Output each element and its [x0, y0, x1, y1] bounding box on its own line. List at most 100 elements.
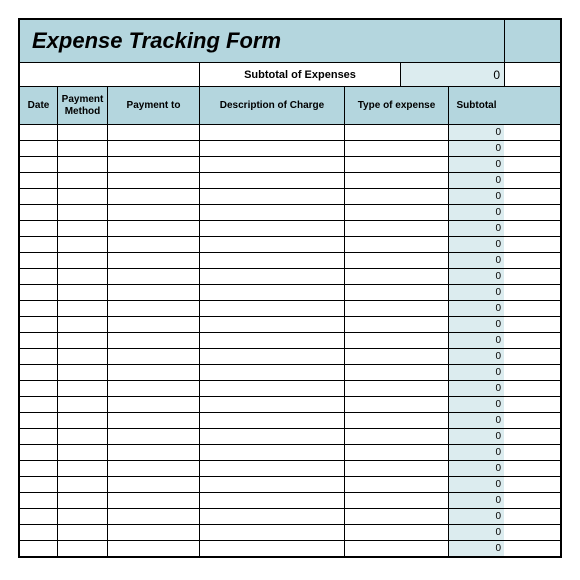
table-row[interactable]: 0 — [20, 396, 560, 412]
cell-desc[interactable] — [200, 317, 345, 332]
cell-desc[interactable] — [200, 461, 345, 476]
cell-type[interactable] — [345, 493, 449, 508]
cell-payto[interactable] — [108, 221, 200, 236]
cell-date[interactable] — [20, 269, 58, 284]
cell-type[interactable] — [345, 317, 449, 332]
cell-type[interactable] — [345, 477, 449, 492]
cell-desc[interactable] — [200, 253, 345, 268]
cell-date[interactable] — [20, 125, 58, 140]
cell-method[interactable] — [58, 509, 108, 524]
cell-method[interactable] — [58, 461, 108, 476]
cell-desc[interactable] — [200, 269, 345, 284]
cell-payto[interactable] — [108, 429, 200, 444]
cell-payto[interactable] — [108, 317, 200, 332]
cell-method[interactable] — [58, 477, 108, 492]
cell-desc[interactable] — [200, 141, 345, 156]
table-row[interactable]: 0 — [20, 172, 560, 188]
cell-method[interactable] — [58, 429, 108, 444]
cell-method[interactable] — [58, 189, 108, 204]
cell-payto[interactable] — [108, 205, 200, 220]
cell-date[interactable] — [20, 205, 58, 220]
cell-payto[interactable] — [108, 493, 200, 508]
cell-subtotal[interactable]: 0 — [449, 237, 504, 252]
table-row[interactable]: 0 — [20, 236, 560, 252]
cell-date[interactable] — [20, 477, 58, 492]
table-row[interactable]: 0 — [20, 204, 560, 220]
table-row[interactable]: 0 — [20, 220, 560, 236]
cell-desc[interactable] — [200, 205, 345, 220]
cell-subtotal[interactable]: 0 — [449, 493, 504, 508]
cell-type[interactable] — [345, 461, 449, 476]
cell-date[interactable] — [20, 365, 58, 380]
cell-subtotal[interactable]: 0 — [449, 301, 504, 316]
cell-subtotal[interactable]: 0 — [449, 317, 504, 332]
cell-subtotal[interactable]: 0 — [449, 221, 504, 236]
cell-type[interactable] — [345, 429, 449, 444]
cell-payto[interactable] — [108, 541, 200, 556]
table-row[interactable]: 0 — [20, 300, 560, 316]
cell-subtotal[interactable]: 0 — [449, 541, 504, 556]
table-row[interactable]: 0 — [20, 188, 560, 204]
cell-subtotal[interactable]: 0 — [449, 189, 504, 204]
table-row[interactable]: 0 — [20, 348, 560, 364]
cell-date[interactable] — [20, 221, 58, 236]
cell-payto[interactable] — [108, 397, 200, 412]
cell-date[interactable] — [20, 285, 58, 300]
cell-payto[interactable] — [108, 173, 200, 188]
cell-subtotal[interactable]: 0 — [449, 365, 504, 380]
table-row[interactable]: 0 — [20, 540, 560, 556]
cell-type[interactable] — [345, 413, 449, 428]
cell-method[interactable] — [58, 173, 108, 188]
cell-desc[interactable] — [200, 541, 345, 556]
cell-date[interactable] — [20, 173, 58, 188]
cell-method[interactable] — [58, 397, 108, 412]
cell-method[interactable] — [58, 157, 108, 172]
cell-date[interactable] — [20, 333, 58, 348]
cell-payto[interactable] — [108, 253, 200, 268]
cell-payto[interactable] — [108, 461, 200, 476]
cell-method[interactable] — [58, 205, 108, 220]
cell-payto[interactable] — [108, 477, 200, 492]
table-row[interactable]: 0 — [20, 508, 560, 524]
cell-type[interactable] — [345, 525, 449, 540]
cell-subtotal[interactable]: 0 — [449, 173, 504, 188]
cell-subtotal[interactable]: 0 — [449, 269, 504, 284]
cell-desc[interactable] — [200, 173, 345, 188]
table-row[interactable]: 0 — [20, 476, 560, 492]
cell-desc[interactable] — [200, 365, 345, 380]
cell-subtotal[interactable]: 0 — [449, 477, 504, 492]
cell-type[interactable] — [345, 541, 449, 556]
table-row[interactable]: 0 — [20, 332, 560, 348]
cell-method[interactable] — [58, 349, 108, 364]
table-row[interactable]: 0 — [20, 460, 560, 476]
table-row[interactable]: 0 — [20, 492, 560, 508]
cell-desc[interactable] — [200, 221, 345, 236]
cell-method[interactable] — [58, 253, 108, 268]
cell-payto[interactable] — [108, 141, 200, 156]
cell-payto[interactable] — [108, 301, 200, 316]
cell-method[interactable] — [58, 413, 108, 428]
cell-subtotal[interactable]: 0 — [449, 141, 504, 156]
cell-method[interactable] — [58, 125, 108, 140]
cell-desc[interactable] — [200, 237, 345, 252]
cell-subtotal[interactable]: 0 — [449, 157, 504, 172]
cell-date[interactable] — [20, 413, 58, 428]
cell-subtotal[interactable]: 0 — [449, 381, 504, 396]
cell-date[interactable] — [20, 461, 58, 476]
cell-date[interactable] — [20, 429, 58, 444]
cell-desc[interactable] — [200, 189, 345, 204]
cell-subtotal[interactable]: 0 — [449, 253, 504, 268]
cell-payto[interactable] — [108, 525, 200, 540]
cell-desc[interactable] — [200, 301, 345, 316]
cell-payto[interactable] — [108, 285, 200, 300]
cell-date[interactable] — [20, 301, 58, 316]
table-row[interactable]: 0 — [20, 284, 560, 300]
cell-subtotal[interactable]: 0 — [449, 205, 504, 220]
cell-payto[interactable] — [108, 365, 200, 380]
cell-subtotal[interactable]: 0 — [449, 445, 504, 460]
cell-desc[interactable] — [200, 477, 345, 492]
cell-type[interactable] — [345, 221, 449, 236]
cell-desc[interactable] — [200, 493, 345, 508]
cell-desc[interactable] — [200, 349, 345, 364]
cell-method[interactable] — [58, 333, 108, 348]
